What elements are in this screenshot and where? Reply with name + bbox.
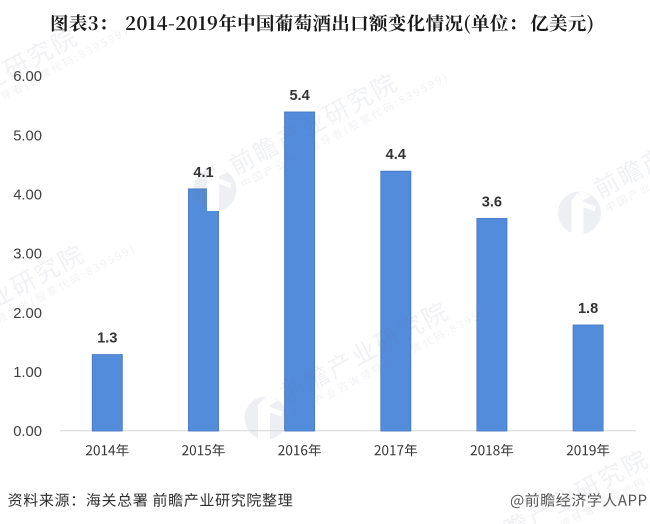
svg-text:6.00: 6.00 [13, 69, 42, 85]
svg-text:4.1: 4.1 [193, 165, 213, 181]
svg-text:1.8: 1.8 [578, 301, 598, 317]
svg-text:4.00: 4.00 [13, 188, 42, 204]
svg-text:2.00: 2.00 [13, 306, 42, 322]
svg-text:1.00: 1.00 [13, 365, 42, 381]
svg-text:4.4: 4.4 [386, 147, 407, 163]
svg-text:3.6: 3.6 [482, 194, 502, 210]
svg-text:3.00: 3.00 [13, 247, 42, 263]
svg-text:0.00: 0.00 [13, 424, 42, 440]
svg-text:5.00: 5.00 [13, 128, 42, 144]
svg-text:1.3: 1.3 [97, 331, 117, 347]
svg-text:5.4: 5.4 [289, 88, 310, 104]
